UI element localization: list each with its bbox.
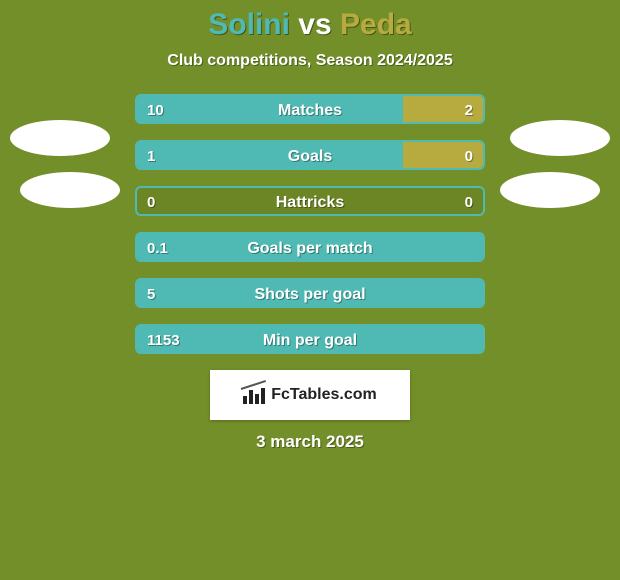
bar-left (137, 280, 483, 306)
stat-row: 0.1Goals per match (135, 232, 485, 262)
stat-row: 0 0Hattricks (135, 186, 485, 216)
bar-right (403, 96, 483, 122)
fctables-logo: FcTables.com (210, 370, 410, 420)
stat-row: 1153Min per goal (135, 324, 485, 354)
bar-left (137, 326, 483, 352)
bar-left (137, 96, 403, 122)
stat-rows: 102Matches 10Goals 0 0Hattricks 0.1Goals per… (135, 94, 485, 354)
comparison-infographic: Solini vs Peda Club competitions, Season… (0, 0, 620, 580)
bar-left (137, 142, 403, 168)
title-player1: Solini (208, 8, 290, 41)
stat-row: 5Shots per goal (135, 278, 485, 308)
stat-label: Hattricks (137, 188, 483, 216)
stat-row: 102Matches (135, 94, 485, 124)
date-text: 3 march 2025 (0, 432, 620, 452)
title-vs: vs (298, 8, 331, 41)
bar-left (137, 234, 483, 260)
page-title: Solini vs Peda (0, 8, 620, 42)
bar-right (403, 142, 483, 168)
player1-avatar-placeholder-2 (20, 172, 120, 208)
logo-text: FcTables.com (271, 386, 377, 404)
stat-value-right: 0 (465, 188, 473, 216)
title-player2: Peda (340, 8, 412, 41)
stat-value-left: 0 (147, 188, 155, 216)
subtitle: Club competitions, Season 2024/2025 (0, 52, 620, 70)
stat-row: 10Goals (135, 140, 485, 170)
player2-avatar-placeholder-2 (500, 172, 600, 208)
player2-avatar-placeholder (510, 120, 610, 156)
player1-avatar-placeholder (10, 120, 110, 156)
barchart-icon (243, 386, 265, 404)
